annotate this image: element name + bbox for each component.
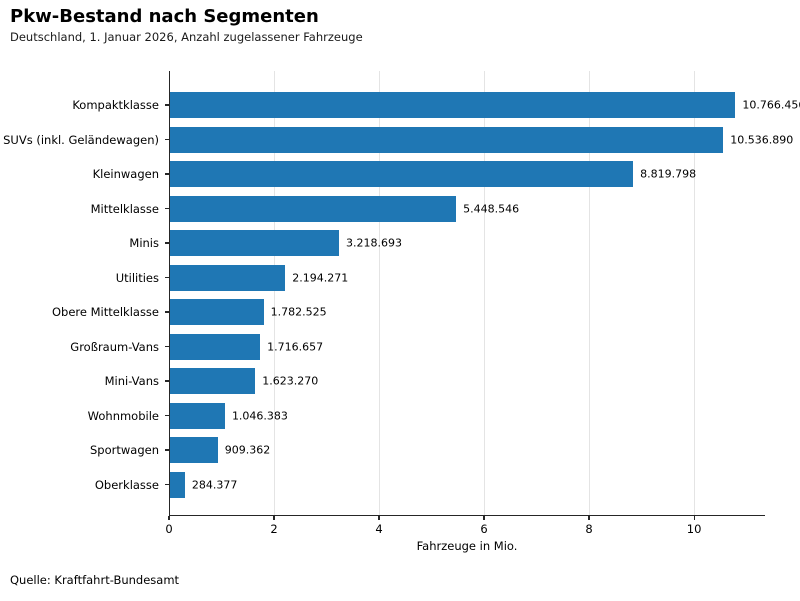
x-tick-label-10: 10: [686, 522, 702, 536]
gridline-x-8: [589, 71, 591, 515]
y-tick-label-8: Mini-Vans: [104, 374, 159, 388]
y-tick-label-1: SUVs (inkl. Geländewagen): [3, 132, 159, 147]
bar-10: [170, 437, 218, 463]
x-tick-mark-6: [483, 516, 485, 520]
gridline-x-2: [274, 71, 276, 515]
x-tick-label-6: 6: [480, 522, 488, 536]
bar-1: [170, 126, 724, 153]
source-note: Quelle: Kraftfahrt-Bundesamt: [10, 573, 180, 587]
bar-value-label-3: 5.448.546: [463, 202, 520, 215]
bar-value-label-4: 3.218.693: [346, 236, 402, 250]
bar-4: [170, 230, 340, 256]
chart-title: Pkw-Bestand nach Segmenten: [10, 6, 319, 27]
bar-value-label-8: 1.623.270: [262, 374, 319, 388]
bar-value-label-5: 2.194.271: [292, 271, 349, 284]
y-tick-mark-2: [165, 173, 169, 175]
x-tick-label-8: 8: [585, 522, 593, 536]
y-tick-label-6: Obere Mittelklasse: [52, 305, 159, 319]
x-tick-mark-0: [168, 516, 170, 520]
plot-area: 10.766.456 10.536.890 8.819.798 5.448.546 3.…: [169, 71, 800, 516]
x-tick-label-4: 4: [375, 522, 383, 536]
bar-5: [170, 264, 286, 291]
y-tick-mark-5: [165, 276, 169, 279]
y-tick-label-9: Wohnmobile: [87, 408, 159, 423]
bar-2: [170, 161, 634, 187]
x-tick-mark-2: [273, 516, 275, 520]
chart-subtitle: Deutschland, 1. Januar 2026, Anzahl zuge…: [10, 30, 363, 44]
bar-value-label-7: 1.716.657: [267, 340, 324, 353]
y-tick-label-11: Oberklasse: [94, 477, 159, 492]
y-tick-label-7: Großraum-Vans: [70, 339, 159, 354]
bar-7: [170, 333, 261, 360]
x-tick-mark-10: [693, 516, 695, 520]
bar-6: [170, 299, 264, 325]
x-tick-label-0: 0: [165, 522, 173, 536]
y-tick-mark-1: [165, 138, 169, 141]
x-tick-mark-4: [378, 516, 380, 520]
bar-value-label-2: 8.819.798: [640, 167, 697, 181]
bar-value-label-1: 10.536.890: [730, 133, 794, 146]
y-tick-label-3: Mittelklasse: [90, 201, 159, 216]
gridline-x-10: [694, 71, 696, 515]
gridline-x-6: [484, 71, 486, 515]
bar-0: [170, 92, 736, 118]
bar-8: [170, 368, 256, 394]
gridline-x-4: [379, 71, 381, 515]
y-tick-mark-10: [165, 449, 169, 451]
y-tick-mark-7: [165, 345, 169, 348]
y-tick-label-5: Utilities: [115, 270, 159, 285]
y-tick-mark-6: [165, 311, 169, 313]
bar-value-label-9: 1.046.383: [231, 409, 288, 422]
y-tick-label-10: Sportwagen: [90, 443, 159, 457]
y-tick-mark-11: [165, 483, 169, 486]
bar-value-label-10: 909.362: [224, 443, 271, 457]
x-tick-mark-8: [588, 516, 590, 520]
y-tick-mark-3: [165, 207, 169, 210]
y-tick-mark-4: [165, 242, 169, 244]
y-tick-label-2: Kleinwagen: [92, 167, 159, 181]
y-tick-mark-8: [165, 380, 169, 382]
bar-value-label-0: 10.766.456: [742, 98, 800, 112]
y-tick-label-0: Kompaktklasse: [72, 98, 159, 112]
y-tick-label-4: Minis: [129, 236, 159, 250]
x-axis-title: Fahrzeuge in Mio.: [416, 539, 518, 553]
bar-3: [170, 195, 457, 222]
bar-value-label-6: 1.782.525: [270, 305, 327, 319]
y-tick-mark-9: [165, 414, 169, 417]
bar-9: [170, 402, 225, 429]
bar-11: [170, 471, 185, 498]
y-tick-mark-0: [165, 104, 169, 106]
x-tick-label-2: 2: [270, 522, 278, 536]
bar-value-label-11: 284.377: [191, 478, 238, 491]
